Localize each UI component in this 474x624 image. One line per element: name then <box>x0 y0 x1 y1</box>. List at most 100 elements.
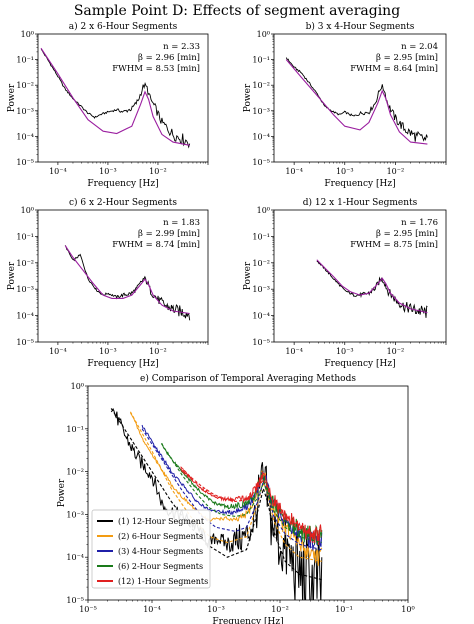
x-tick-label: 10⁻³ <box>99 167 117 176</box>
fit-annotation: FWHM = 8.74 [min] <box>112 240 200 250</box>
legend-entry: (2) 6-Hour Segments <box>118 532 203 541</box>
y-tick-label: 10⁻² <box>66 468 84 477</box>
y-tick-label: 10⁰ <box>257 30 270 39</box>
y-tick-label: 10⁻⁴ <box>16 132 34 141</box>
fit-annotation: β = 2.95 [min] <box>376 229 438 239</box>
y-tick-label: 10⁻⁴ <box>252 312 270 321</box>
fit-annotation: n = 1.83 <box>163 218 200 228</box>
y-tick-label: 10⁻¹ <box>252 232 270 241</box>
fit-annotation: FWHM = 8.75 [min] <box>350 240 438 250</box>
y-axis-label: Power <box>243 83 253 112</box>
chart-panel-2: b) 3 x 4-Hour Segments 10⁻⁴ 10⁻³ 10⁻² 10⁰ 10⁻… <box>243 21 447 189</box>
y-tick-label: 10⁰ <box>21 206 34 215</box>
fit-line-1 <box>129 411 322 562</box>
fit-annotation: n = 1.76 <box>401 218 438 228</box>
data-line <box>64 245 191 321</box>
y-tick-label: 10⁻³ <box>16 107 34 116</box>
y-tick-label: 10⁻⁵ <box>16 158 34 167</box>
y-tick-label: 10⁰ <box>21 30 34 39</box>
x-tick-label: 10⁻⁴ <box>49 167 67 176</box>
y-axis-label: Power <box>57 478 67 507</box>
fit-line-0 <box>110 408 322 581</box>
chart-panel-1: a) 2 x 6-Hour Segments 10⁻⁴ 10⁻³ 10⁻² 10⁰ 10⁻… <box>7 21 209 189</box>
fit-annotation: β = 2.99 [min] <box>138 229 200 239</box>
y-tick-label: 10⁻³ <box>16 285 34 294</box>
legend: (1) 12-Hour Segment (2) 6-Hour Segments (3… <box>91 509 211 589</box>
legend-box <box>91 509 211 589</box>
y-tick-label: 10⁰ <box>71 382 84 391</box>
fit-line <box>316 259 428 314</box>
y-tick-label: 10⁻⁵ <box>16 338 34 347</box>
fit-line <box>40 47 190 146</box>
y-tick-label: 10⁻¹ <box>16 232 34 241</box>
fit-annotation: n = 2.33 <box>163 42 200 52</box>
data-line <box>285 57 428 142</box>
series-line-2 <box>141 424 323 551</box>
y-tick-label: 10⁻² <box>16 259 34 268</box>
y-axis-label: Power <box>7 83 17 112</box>
x-tick-label: 10⁻² <box>149 167 167 176</box>
series-line-3 <box>161 443 323 546</box>
x-tick-label: 10⁻⁵ <box>79 605 97 614</box>
y-axis-label: Power <box>7 261 17 290</box>
x-tick-label: 10⁻⁴ <box>143 605 161 614</box>
legend-entry: (6) 2-Hour Segments <box>118 562 203 571</box>
chart-panel-5: e) Comparison of Temporal Averaging Meth… <box>57 373 415 624</box>
y-tick-label: 10⁻¹ <box>16 56 34 65</box>
x-axis-label: Frequency [Hz] <box>87 359 158 369</box>
x-tick-label: 10⁻³ <box>99 347 117 356</box>
data-line <box>316 260 428 318</box>
y-tick-label: 10⁻¹ <box>66 425 84 434</box>
chart-title: b) 3 x 4-Hour Segments <box>306 21 415 32</box>
plot-area <box>110 407 323 600</box>
x-tick-label: 10⁻³ <box>336 167 354 176</box>
legend-entry: (12) 1-Hour Segments <box>118 577 208 586</box>
y-tick-label: 10⁰ <box>257 206 270 215</box>
chart-title: d) 12 x 1-Hour Segments <box>303 197 418 208</box>
x-tick-label: 10⁰ <box>401 605 414 614</box>
fit-annotation: β = 2.96 [min] <box>138 53 200 63</box>
y-tick-label: 10⁻² <box>252 259 270 268</box>
y-tick-label: 10⁻¹ <box>252 56 270 65</box>
y-tick-label: 10⁻² <box>16 81 34 90</box>
plot-area <box>40 47 191 149</box>
data-line <box>40 49 191 149</box>
x-axis-label: Frequency [Hz] <box>212 617 283 624</box>
x-tick-label: 10⁻² <box>271 605 289 614</box>
y-tick-label: 10⁻² <box>252 81 270 90</box>
chart-title: a) 2 x 6-Hour Segments <box>69 21 178 32</box>
fit-line <box>64 245 190 315</box>
x-tick-label: 10⁻² <box>387 347 405 356</box>
fit-annotation: β = 2.95 [min] <box>376 53 438 63</box>
y-axis-label: Power <box>243 261 253 290</box>
y-tick-label: 10⁻³ <box>252 285 270 294</box>
y-tick-label: 10⁻⁴ <box>66 553 84 562</box>
x-tick-label: 10⁻³ <box>336 347 354 356</box>
x-tick-label: 10⁻¹ <box>335 605 353 614</box>
fit-annotation: n = 2.04 <box>401 42 438 52</box>
x-tick-label: 10⁻³ <box>207 605 225 614</box>
y-tick-label: 10⁻³ <box>252 107 270 116</box>
y-tick-label: 10⁻⁵ <box>252 158 270 167</box>
plot-area <box>64 245 191 321</box>
chart-title: e) Comparison of Temporal Averaging Meth… <box>140 373 356 384</box>
fit-line-3 <box>160 443 322 544</box>
x-tick-label: 10⁻² <box>149 347 167 356</box>
legend-entry: (1) 12-Hour Segment <box>118 517 205 526</box>
plot-frame <box>87 385 409 601</box>
y-tick-label: 10⁻⁵ <box>252 338 270 347</box>
chart-title: c) 6 x 2-Hour Segments <box>69 197 177 208</box>
x-axis-label: Frequency [Hz] <box>87 179 158 189</box>
y-tick-label: 10⁻⁴ <box>16 312 34 321</box>
legend-entry: (3) 4-Hour Segments <box>118 547 203 556</box>
chart-panel-4: d) 12 x 1-Hour Segments 10⁻⁴ 10⁻³ 10⁻² 10⁰ 10… <box>243 197 447 369</box>
fit-annotation: FWHM = 8.64 [min] <box>350 64 438 74</box>
figure-title: Sample Point D: Effects of segment avera… <box>73 3 401 19</box>
x-tick-label: 10⁻² <box>387 167 405 176</box>
y-tick-label: 10⁻⁴ <box>252 132 270 141</box>
fit-annotation: FWHM = 8.53 [min] <box>112 64 200 74</box>
y-tick-label: 10⁻⁵ <box>66 596 84 605</box>
x-tick-label: 10⁻⁴ <box>285 347 303 356</box>
fit-line-4 <box>180 466 322 538</box>
